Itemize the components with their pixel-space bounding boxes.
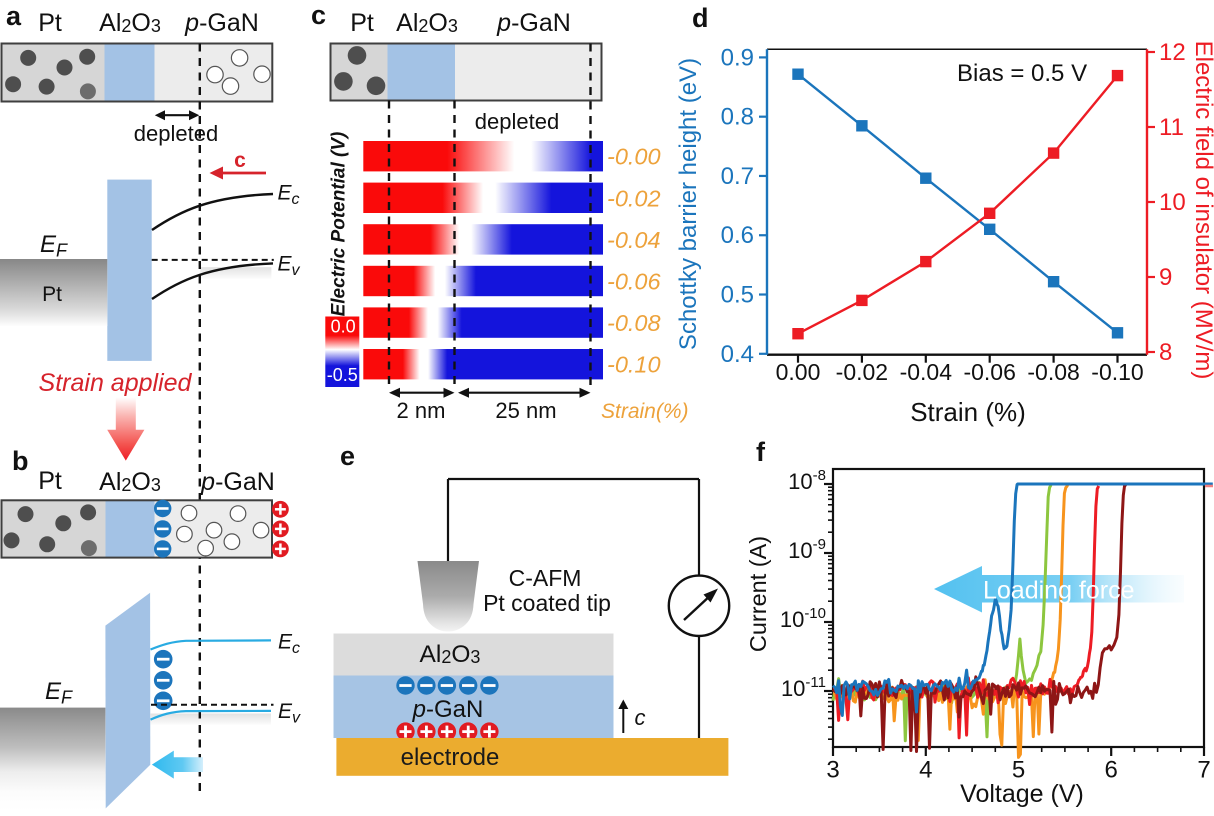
svg-text:Ev: Ev	[278, 253, 301, 280]
svg-text:-0.06: -0.06	[607, 269, 661, 295]
svg-text:depleted: depleted	[134, 121, 218, 146]
svg-text:12: 12	[1159, 39, 1186, 66]
svg-text:d: d	[692, 3, 709, 33]
svg-text:Strain (%): Strain (%)	[910, 397, 1026, 427]
svg-text:2 nm: 2 nm	[397, 398, 446, 423]
svg-text:0.5: 0.5	[721, 282, 754, 309]
svg-text:25 nm: 25 nm	[495, 398, 556, 423]
svg-text:4: 4	[919, 757, 932, 784]
svg-text:Electric Potential (V): Electric Potential (V)	[329, 132, 350, 317]
svg-text:Strain(%): Strain(%)	[601, 400, 689, 423]
svg-text:5: 5	[1012, 757, 1025, 784]
svg-text:Ec: Ec	[278, 182, 300, 209]
svg-text:p-GaN: p-GaN	[184, 9, 259, 37]
svg-text:Pt: Pt	[38, 467, 62, 495]
svg-text:depleted: depleted	[475, 109, 559, 134]
svg-text:10-8: 10-8	[788, 467, 826, 494]
svg-text:Pt: Pt	[38, 9, 62, 37]
svg-text:-0.00: -0.00	[607, 144, 661, 170]
svg-text:0.9: 0.9	[721, 44, 754, 71]
svg-text:-0.08: -0.08	[1027, 359, 1079, 385]
svg-text:a: a	[6, 1, 22, 31]
svg-text:Loading force: Loading force	[983, 577, 1135, 605]
svg-text:-0.06: -0.06	[963, 359, 1015, 385]
svg-text:Pt: Pt	[42, 283, 62, 306]
svg-text:0.8: 0.8	[721, 104, 754, 131]
svg-text:electrode: electrode	[401, 744, 500, 771]
svg-text:p-GaN: p-GaN	[412, 696, 484, 723]
svg-text:-0.04: -0.04	[900, 359, 953, 385]
svg-text:c: c	[311, 0, 326, 30]
svg-text:EF: EF	[45, 678, 73, 708]
svg-text:0.4: 0.4	[721, 341, 754, 368]
svg-text:b: b	[12, 446, 29, 476]
svg-text:6: 6	[1105, 757, 1118, 784]
svg-text:-0.10: -0.10	[607, 352, 661, 378]
svg-text:-0.04: -0.04	[607, 227, 661, 253]
svg-text:-0.5: -0.5	[327, 365, 358, 385]
svg-text:Schottky barrier height (eV): Schottky barrier height (eV)	[675, 58, 702, 350]
svg-text:0.6: 0.6	[721, 222, 754, 249]
svg-text:Al2O3: Al2O3	[99, 9, 161, 37]
svg-text:f: f	[756, 437, 766, 467]
svg-text:Electric field of insulator (M: Electric field of insulator (MV/m)	[1190, 41, 1214, 380]
svg-text:11: 11	[1159, 114, 1184, 141]
svg-text:Current (A): Current (A)	[745, 536, 771, 652]
svg-text:p-GaN: p-GaN	[496, 9, 571, 37]
svg-text:Ev: Ev	[278, 700, 301, 727]
svg-text:e: e	[340, 441, 355, 471]
svg-text:c: c	[234, 149, 246, 172]
svg-text:8: 8	[1159, 339, 1172, 366]
svg-text:c: c	[635, 705, 646, 730]
svg-text:0.00: 0.00	[776, 359, 821, 385]
svg-text:0.0: 0.0	[331, 317, 356, 337]
svg-text:-0.02: -0.02	[836, 359, 888, 385]
svg-text:10-9: 10-9	[788, 536, 826, 563]
svg-text:-0.08: -0.08	[607, 310, 661, 336]
svg-text:Pt: Pt	[350, 9, 374, 37]
svg-text:9: 9	[1159, 264, 1172, 291]
svg-text:Al2O3: Al2O3	[396, 9, 458, 37]
svg-text:p-GaN: p-GaN	[200, 468, 275, 496]
svg-text:EF: EF	[40, 231, 68, 261]
svg-text:C-AFM: C-AFM	[509, 565, 582, 591]
svg-text:Voltage (V): Voltage (V)	[960, 780, 1084, 808]
svg-text:3: 3	[826, 757, 839, 784]
svg-text:-0.02: -0.02	[607, 185, 661, 211]
svg-text:Bias = 0.5 V: Bias = 0.5 V	[957, 60, 1087, 87]
svg-text:10: 10	[1159, 189, 1186, 216]
svg-text:-0.10: -0.10	[1091, 359, 1143, 385]
svg-text:10-11: 10-11	[781, 674, 826, 701]
svg-text:Strain applied: Strain applied	[39, 369, 193, 397]
svg-text:0.7: 0.7	[721, 163, 754, 190]
svg-text:Ec: Ec	[278, 631, 300, 658]
svg-text:Al2O3: Al2O3	[99, 468, 161, 496]
svg-text:7: 7	[1197, 757, 1210, 784]
svg-text:Pt coated tip: Pt coated tip	[483, 590, 611, 616]
svg-text:10-10: 10-10	[780, 605, 826, 632]
